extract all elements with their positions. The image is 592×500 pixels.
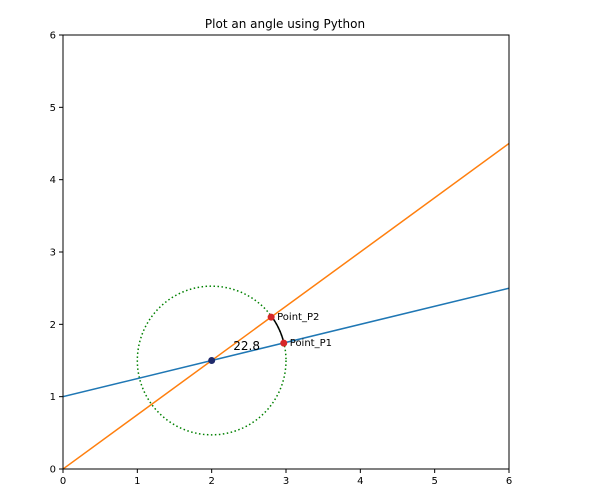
x-tick-label: 3: [283, 476, 289, 487]
chart-title: Plot an angle using Python: [205, 17, 365, 31]
point-marker-1: [280, 339, 288, 347]
y-tick-label: 1: [50, 392, 56, 403]
x-tick-label: 1: [134, 476, 140, 487]
x-tick-label: 4: [357, 476, 363, 487]
point-label-2: Point_P2: [277, 312, 319, 323]
plot-content: [63, 142, 509, 469]
y-tick-label: 6: [50, 31, 56, 42]
x-tick-label: 0: [60, 476, 66, 487]
dotted-circle: [136, 285, 287, 436]
x-tick-label: 2: [208, 476, 214, 487]
center-point: [208, 357, 216, 364]
point-marker-2: [267, 313, 275, 321]
series-line-2: [63, 142, 509, 469]
y-tick-label: 0: [50, 465, 56, 476]
x-tick-label: 6: [506, 476, 512, 487]
y-tick-label: 3: [50, 248, 56, 259]
y-tick-label: 4: [50, 175, 56, 186]
y-tick-label: 5: [50, 103, 56, 114]
y-tick-label: 2: [50, 320, 56, 331]
angle-value-label: 22.8: [233, 339, 260, 353]
axis-ticks: 0 1 2 3 4 5 6 0 1 2 3 4 5 6: [50, 31, 513, 488]
plot-area: Point_P1 Point_P2 22.8: [62, 34, 510, 470]
angle-arc: [271, 316, 285, 344]
point-label-1: Point_P1: [290, 338, 332, 349]
x-tick-label: 5: [431, 476, 437, 487]
axes-frame: [62, 34, 510, 470]
